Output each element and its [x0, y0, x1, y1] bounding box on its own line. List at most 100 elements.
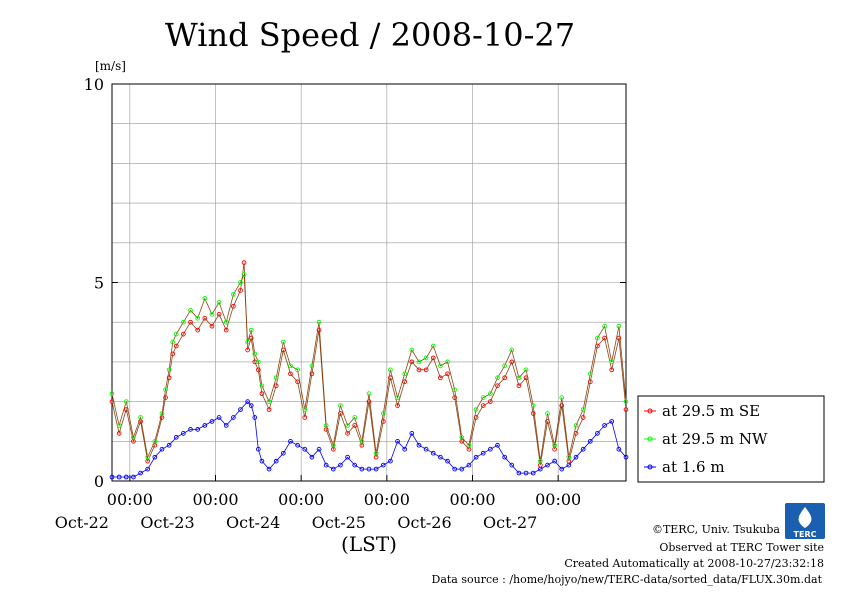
data-point: [380, 419, 386, 424]
data-point: [188, 307, 193, 313]
data-point: [338, 411, 343, 416]
data-point: [223, 423, 229, 428]
data-point: [402, 371, 408, 377]
data-point: [516, 470, 522, 476]
data-point: [609, 367, 615, 373]
data-point: [138, 415, 143, 420]
data-point: [395, 438, 400, 444]
series-group: [109, 260, 629, 480]
data-point: [409, 347, 415, 353]
data-point: [473, 407, 479, 412]
legend-box: [637, 395, 825, 483]
data-point: [580, 415, 586, 420]
data-point: [159, 446, 165, 452]
data-point: [166, 442, 172, 448]
legend-swatch-marker: [647, 436, 653, 442]
data-point: [109, 474, 115, 480]
data-point: [352, 423, 358, 428]
data-point: [616, 323, 622, 329]
data-point: [163, 395, 168, 400]
data-point: [209, 323, 215, 329]
data-point: [223, 327, 229, 333]
data-point: [509, 347, 515, 353]
data-point: [602, 423, 607, 428]
data-point: [248, 403, 254, 408]
data-point: [530, 403, 536, 408]
series-3: [109, 399, 629, 480]
data-point: [280, 339, 286, 345]
x-tick-time: 00:00: [278, 490, 324, 509]
data-point: [338, 403, 343, 408]
data-point: [163, 387, 168, 393]
data-point: [495, 442, 500, 448]
y-tick-label: 10: [84, 75, 104, 94]
data-point: [416, 359, 422, 365]
x-tick-time: 00:00: [192, 490, 238, 509]
data-point: [488, 391, 493, 397]
data-point: [530, 411, 536, 416]
data-point: [188, 319, 193, 325]
data-point: [345, 454, 350, 460]
data-point: [380, 462, 386, 468]
data-point: [138, 470, 143, 476]
data-point: [609, 359, 615, 365]
legend-label: at 1.6 m: [662, 458, 725, 476]
credit-source: Data source : /home/hojyo/new/TERC-data/…: [432, 573, 823, 586]
x-tick-time: 00:00: [535, 490, 581, 509]
data-point: [238, 288, 243, 293]
data-point: [252, 415, 258, 420]
data-point: [523, 470, 529, 476]
data-point: [202, 315, 208, 321]
data-point: [416, 442, 422, 448]
data-point: [309, 454, 315, 460]
data-point: [202, 423, 208, 428]
data-point: [402, 379, 408, 385]
data-point: [488, 399, 493, 404]
data-point: [523, 367, 529, 373]
legend-label: at 29.5 m SE: [662, 402, 760, 420]
series-line: [111, 262, 627, 466]
data-point: [616, 335, 622, 341]
series-2: [109, 272, 629, 464]
data-point: [345, 431, 350, 436]
series-line: [112, 401, 627, 478]
data-point: [366, 391, 372, 397]
data-point: [509, 462, 515, 468]
x-tick-time: 00:00: [364, 490, 410, 509]
data-point: [480, 450, 486, 456]
x-tick-time: 00:00: [107, 490, 153, 509]
chart-title: Wind Speed / 2008-10-27: [165, 16, 575, 54]
data-point: [452, 466, 458, 472]
legend-label: at 29.5 m NW: [662, 430, 768, 448]
data-point: [255, 359, 261, 365]
data-point: [416, 367, 422, 373]
data-point: [495, 375, 500, 381]
data-point: [116, 474, 122, 480]
data-point: [152, 454, 158, 460]
data-point: [595, 431, 600, 436]
data-point: [595, 335, 600, 341]
data-point: [131, 434, 136, 440]
x-tick-date: Oct-26: [397, 513, 451, 532]
data-point: [488, 446, 493, 452]
data-point: [495, 383, 500, 389]
data-point: [202, 296, 208, 301]
data-point: [509, 359, 515, 365]
data-point: [423, 446, 429, 452]
data-point: [580, 446, 586, 452]
y-axis-unit: [m/s]: [95, 59, 126, 73]
data-point: [466, 442, 472, 448]
data-point: [116, 423, 122, 428]
data-point: [616, 446, 622, 452]
data-point: [109, 391, 115, 397]
data-point: [295, 442, 300, 448]
data-point: [430, 450, 436, 456]
data-point: [623, 407, 629, 412]
data-point: [516, 375, 522, 381]
data-point: [152, 438, 158, 444]
data-point: [459, 434, 465, 440]
y-tick-label: 5: [94, 274, 104, 293]
legend-swatch-marker: [647, 464, 653, 470]
data-point: [170, 339, 176, 345]
